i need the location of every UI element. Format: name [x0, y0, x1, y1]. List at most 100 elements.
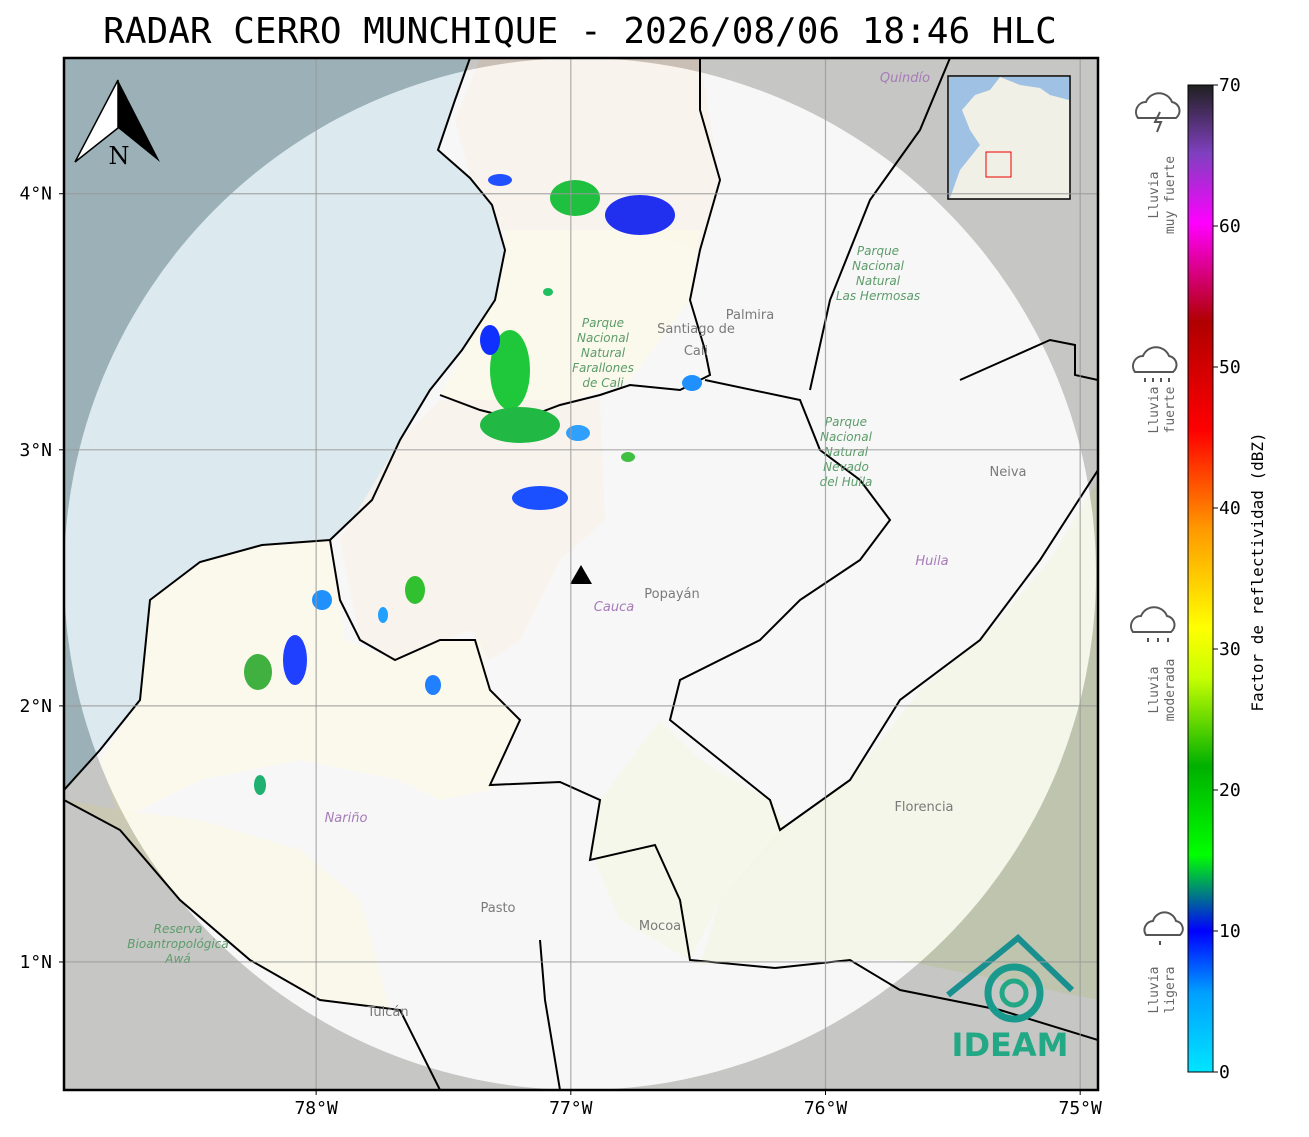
park-label: Natural: [581, 346, 626, 360]
map-ellipse: [405, 576, 425, 604]
map-path: [1130, 606, 1176, 633]
map-polygon: [949, 77, 1000, 198]
rain-level-label: Lluvia: [1147, 667, 1162, 714]
map-ellipse: [425, 675, 441, 695]
map-ellipse: [283, 635, 307, 685]
park-label: Natural: [856, 274, 901, 288]
map-text: Florencia: [894, 800, 953, 815]
map-path: [1132, 346, 1178, 373]
map-ellipse: [566, 425, 590, 441]
map-ellipse: [682, 375, 702, 391]
map-ellipse: [480, 407, 560, 443]
north-arrow: N: [74, 79, 160, 170]
park-label: Nevado: [823, 460, 869, 474]
park-label: Parque: [857, 244, 899, 258]
map-polyline: [668, 379, 1098, 832]
logo: IDEAM: [946, 933, 1075, 1064]
x-tick-label: 76°W: [804, 1098, 848, 1119]
map-path: [1143, 911, 1184, 936]
title: RADAR CERRO MUNCHIQUE - 2026/08/06 18:46…: [103, 11, 1057, 52]
map-text: Santiago de: [657, 322, 735, 337]
rain-icons: [1130, 92, 1184, 945]
park-label: Farallones: [572, 361, 634, 375]
rain-level-label: Lluvia: [1147, 172, 1162, 219]
map-polygon: [1000, 77, 1069, 100]
park-label: de Cali: [582, 376, 624, 390]
colorbar-tick-label: 30: [1219, 639, 1241, 660]
colorbar-axis: 0 10 20 30 40 50 60 70 Factor de reflectividad (…: [1213, 75, 1267, 1083]
y-tick-label: 4°N: [19, 184, 52, 205]
map-text: Pasto: [480, 901, 515, 916]
rain-level-label: Lluvia: [1147, 387, 1162, 434]
colorbar-tick-label: 60: [1219, 216, 1241, 237]
colorbar-tick-label: 20: [1219, 780, 1241, 801]
park-label: Nacional: [577, 331, 630, 345]
map-text: Huila: [915, 554, 948, 569]
x-tick-label: 77°W: [549, 1098, 593, 1119]
radar-echoes: [244, 174, 702, 795]
inset-map: [947, 75, 1071, 200]
map-ellipse: [543, 288, 553, 296]
map-text: Neiva: [990, 465, 1027, 480]
x-tick-label: 75°W: [1058, 1098, 1102, 1119]
place-labels: Santiago de Cali Palmira Popayán Cauca H…: [127, 71, 1026, 1020]
park-label: Las Hermosas: [836, 289, 920, 303]
map-polyline: [64, 799, 441, 1090]
rain-level-label: Lluvia: [1147, 967, 1162, 1014]
map-text: Nariño: [325, 811, 368, 826]
map-ellipse: [550, 180, 600, 216]
colorbar-tick-label: 0: [1219, 1062, 1230, 1083]
colorbar-label: Factor de reflectividad (dBZ): [1248, 432, 1267, 711]
x-tick-label: 78°W: [294, 1098, 338, 1119]
map-text: Cauca: [594, 600, 634, 615]
park-label: Awá: [164, 952, 190, 966]
map-ellipse: [605, 195, 675, 235]
map-polyline: [329, 539, 776, 969]
map-text: Tulcán: [366, 1005, 408, 1020]
map-ellipse: [378, 607, 388, 623]
map-path: [1153, 111, 1163, 133]
park-label: del Huila: [820, 475, 873, 489]
park-label: Parque: [825, 415, 867, 429]
map-circle: [999, 978, 1029, 1008]
park-label: Nacional: [852, 259, 905, 273]
map-polyline: [959, 338, 1098, 381]
map-ellipse: [512, 486, 568, 510]
colorbar-tick-label: 50: [1219, 357, 1241, 378]
map-frame: [62, 56, 1100, 1092]
map-path: [946, 933, 1075, 998]
map-rect: [985, 151, 1012, 178]
map-ellipse: [244, 654, 272, 690]
map-text: Palmira: [726, 308, 774, 323]
rain-level-label: ligera: [1163, 967, 1178, 1014]
y-tick-label: 3°N: [19, 440, 52, 461]
colorbar-tick-label: 10: [1219, 921, 1241, 942]
rain-level-label: moderada: [1163, 659, 1178, 722]
map-ellipse: [488, 174, 512, 186]
map-text: Cali: [684, 344, 708, 359]
map: Santiago de Cali Palmira Popayán Cauca H…: [64, 58, 1098, 1090]
colorbar-tick-label: 70: [1219, 75, 1241, 96]
colorbar: [1187, 84, 1214, 1073]
park-label: Parque: [582, 316, 624, 330]
map-circle: [984, 963, 1044, 1023]
logo-text: IDEAM: [952, 1026, 1069, 1064]
north-label: N: [109, 142, 130, 170]
y-tick-label: 2°N: [19, 696, 52, 717]
map-text: Popayán: [644, 587, 699, 602]
map-path: [1135, 92, 1181, 119]
map-ellipse: [621, 452, 635, 462]
radar-site: [570, 565, 592, 584]
rain-level-label: muy fuerte: [1163, 156, 1178, 234]
grid: 78°W 77°W 76°W 75°W 1°N 2°N 3°N 4°N: [19, 58, 1102, 1119]
park-label: Nacional: [820, 430, 873, 444]
map-polyline: [539, 939, 561, 1090]
park-label: Bioantropológica: [127, 937, 228, 951]
y-tick-label: 1°N: [19, 952, 52, 973]
rain-level-label: fuerte: [1163, 386, 1178, 433]
park-label: Reserva: [154, 922, 203, 936]
